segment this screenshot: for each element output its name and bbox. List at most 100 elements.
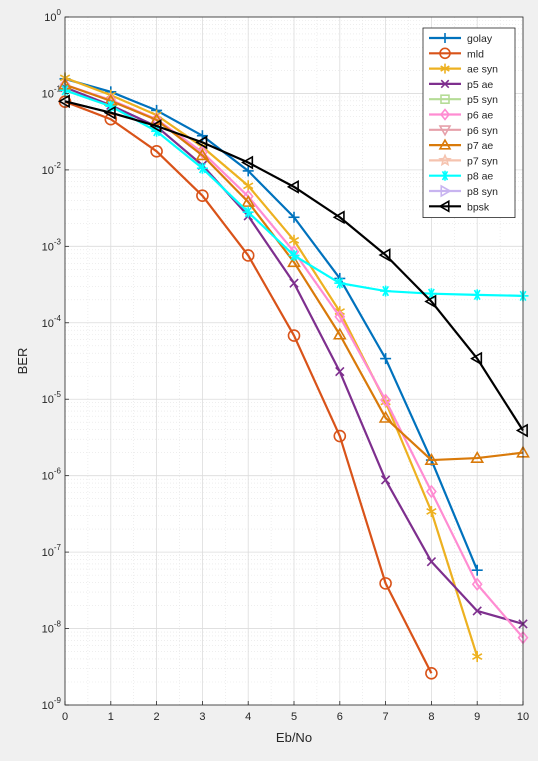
marker-shape <box>57 94 70 109</box>
legend-marker <box>440 33 450 43</box>
y-tick-label: 10-5 <box>42 390 62 406</box>
y-tick-base: 10 <box>42 624 54 636</box>
legend: golay mld ae syn p5 ae p5 syn p6 ae p6 syn p7 a… <box>422 27 516 219</box>
x-tick-label: 3 <box>199 711 205 723</box>
y-tick-label: 10-2 <box>42 161 62 177</box>
data-point <box>150 145 163 158</box>
legend-label: p6 ae <box>467 110 493 122</box>
y-tick-base: 10 <box>42 547 54 559</box>
legend-entry: p8 ae <box>429 170 493 183</box>
marker-shape <box>150 145 163 158</box>
legend-entry: mld <box>429 47 484 60</box>
marker-shape <box>286 179 299 194</box>
marker-shape <box>438 138 452 150</box>
data-point <box>287 255 301 268</box>
marker-shape <box>470 351 483 366</box>
marker-shape <box>440 79 450 89</box>
data-point <box>515 423 528 438</box>
marker-shape <box>332 327 347 340</box>
marker-shape <box>149 112 164 125</box>
data-point <box>380 353 392 365</box>
marker-shape <box>439 47 451 60</box>
data-point <box>241 249 255 262</box>
data-point <box>333 429 347 443</box>
data-point <box>103 105 116 120</box>
y-tick-base: 10 <box>42 318 54 330</box>
marker-shape <box>425 484 437 499</box>
marker-shape <box>438 153 452 167</box>
legend-label: ae syn <box>467 64 498 76</box>
legend-entry: ae syn <box>429 63 498 76</box>
y-tick-label: 10-1 <box>42 84 62 100</box>
series-line <box>64 77 479 571</box>
legend-label: p7 syn <box>467 155 498 167</box>
y-tick-label: 10-8 <box>42 620 62 636</box>
series-line <box>64 100 433 674</box>
data-point <box>379 577 392 590</box>
data-point <box>57 94 70 109</box>
data-point <box>288 234 300 246</box>
y-tick-power: -2 <box>54 161 62 170</box>
x-tick-label: 5 <box>291 711 297 723</box>
data-point <box>424 294 437 309</box>
data-point <box>470 450 485 463</box>
legend-entry: p5 ae <box>429 79 493 91</box>
legend-marker <box>439 108 451 121</box>
data-point <box>471 289 483 301</box>
legend-entry: p7 syn <box>429 153 498 167</box>
data-point <box>286 179 299 194</box>
x-tick-label: 0 <box>62 711 68 723</box>
data-point <box>241 155 254 170</box>
y-tick-base: 10 <box>42 700 54 712</box>
marker-shape <box>440 65 450 72</box>
y-tick-label: 10-7 <box>42 543 62 559</box>
data-point <box>471 577 483 592</box>
marker-shape <box>333 429 347 443</box>
legend-label: p7 ae <box>467 140 493 152</box>
marker-shape <box>380 475 391 485</box>
marker-shape <box>196 145 208 160</box>
y-tick-label: 10-3 <box>42 237 62 253</box>
series-p7-ae <box>58 77 530 465</box>
marker-shape <box>472 606 482 616</box>
y-tick-base: 10 <box>42 471 54 483</box>
y-tick-power: 0 <box>57 8 62 17</box>
marker-shape <box>103 105 116 120</box>
marker-shape <box>335 366 345 377</box>
marker-shape <box>379 577 392 590</box>
marker-shape <box>424 452 439 465</box>
y-tick-power: -9 <box>54 696 62 705</box>
data-point <box>288 249 300 261</box>
x-axis-label: Eb/No <box>276 730 312 745</box>
data-point <box>425 484 437 499</box>
marker-shape <box>334 309 346 324</box>
legend-marker <box>439 47 451 60</box>
legend-entry: bpsk <box>429 199 490 213</box>
legend-label: golay <box>467 33 493 45</box>
legend-label: bpsk <box>467 201 490 213</box>
y-tick-base: 10 <box>44 12 56 24</box>
marker-shape <box>425 666 438 680</box>
y-tick-label: 10-4 <box>42 314 62 330</box>
legend-label: p8 syn <box>467 186 498 198</box>
y-tick-power: -3 <box>54 237 62 246</box>
legend-entry: p7 ae <box>429 138 493 152</box>
y-tick-power: -7 <box>54 543 62 552</box>
legend-entry: p6 ae <box>429 108 493 122</box>
marker-shape <box>289 278 299 288</box>
data-point <box>243 180 254 192</box>
data-point <box>334 277 346 289</box>
marker-shape <box>332 210 345 225</box>
marker-shape <box>471 577 483 592</box>
legend-label: mld <box>467 48 484 60</box>
marker-shape <box>515 423 528 438</box>
series-line <box>64 76 479 657</box>
marker-shape <box>288 236 300 244</box>
series-line <box>64 100 524 432</box>
marker-shape <box>424 294 437 309</box>
y-tick-power: -6 <box>54 467 62 476</box>
data-point <box>288 211 300 223</box>
legend-marker <box>440 63 450 74</box>
data-point <box>196 162 208 174</box>
x-tick-label: 10 <box>517 711 529 723</box>
